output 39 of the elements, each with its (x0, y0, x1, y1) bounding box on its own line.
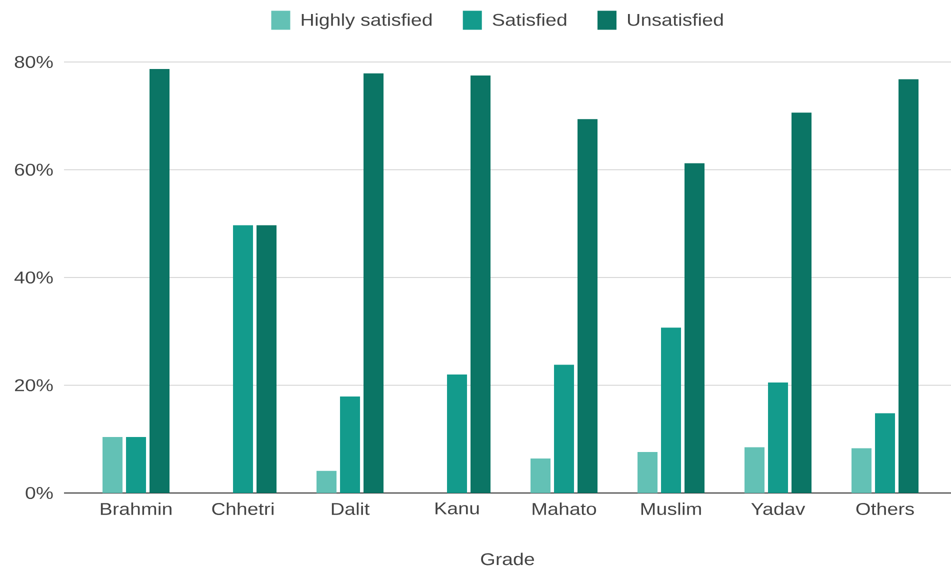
bar (792, 112, 812, 493)
bar (661, 328, 682, 493)
bar (578, 119, 598, 493)
bar (852, 448, 872, 493)
legend-label: Highly satisfied (302, 13, 432, 30)
bar (150, 69, 170, 493)
bar (530, 458, 551, 493)
bar (340, 396, 360, 493)
x-tick-label: Kanu (436, 502, 479, 514)
bar (768, 382, 788, 493)
legend-label: Satisfied (492, 13, 566, 26)
x-tick-label: Brahmin (100, 502, 172, 516)
bar (364, 73, 384, 493)
bar (875, 413, 896, 493)
y-tick-label: 20% (14, 379, 53, 392)
bar (638, 452, 658, 493)
bar (470, 75, 491, 493)
x-tick-label: Muslim (641, 502, 701, 516)
bar (126, 436, 146, 493)
bar (744, 447, 765, 493)
bar (684, 163, 705, 493)
bar (102, 436, 123, 493)
y-tick-label: 40% (14, 271, 53, 284)
bar (898, 79, 919, 493)
x-tick-label: Others (856, 502, 914, 516)
y-tick-label: 60% (15, 164, 53, 176)
bar (447, 374, 468, 493)
x-tick-label: Yadav (751, 502, 806, 516)
bar (256, 225, 277, 493)
bar (554, 364, 574, 493)
bar (316, 470, 337, 493)
y-tick-label: 0% (26, 486, 53, 500)
bar (233, 225, 254, 493)
y-tick-label: 80% (14, 56, 53, 68)
legend-label: Unsatisfied (628, 13, 723, 26)
x-tick-label: Mahato (532, 502, 596, 516)
x-axis-title: Grade (481, 552, 534, 566)
x-tick-label: Dalit (332, 502, 370, 516)
x-tick-label: Chhetri (212, 502, 274, 516)
